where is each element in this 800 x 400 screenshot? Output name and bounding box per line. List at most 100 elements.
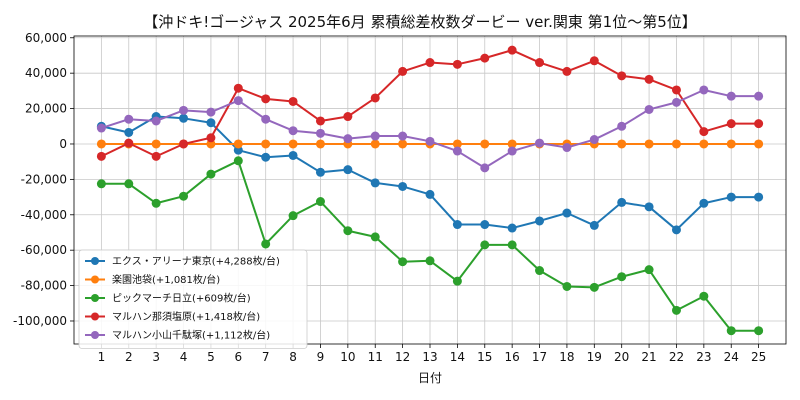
x-tick-label: 6 xyxy=(234,350,242,364)
data-point xyxy=(480,240,490,250)
data-point xyxy=(699,139,709,149)
data-point xyxy=(589,56,599,66)
data-point xyxy=(644,104,654,114)
legend-swatch-marker xyxy=(91,294,99,302)
x-tick-label: 5 xyxy=(207,350,215,364)
data-point xyxy=(507,139,517,149)
data-point xyxy=(699,198,709,208)
data-point xyxy=(206,133,216,143)
x-tick-label: 15 xyxy=(477,350,492,364)
legend-label: エクス・アリーナ東京(+4,288枚/台) xyxy=(112,255,280,268)
x-axis-label: 日付 xyxy=(418,371,442,385)
legend-box xyxy=(78,249,308,349)
data-point xyxy=(480,139,490,149)
data-point xyxy=(452,276,462,286)
data-point xyxy=(233,156,243,166)
x-tick-label: 3 xyxy=(152,350,160,364)
data-point xyxy=(96,123,106,133)
data-point xyxy=(562,281,572,291)
legend-item: エクス・アリーナ東京(+4,288枚/台) xyxy=(85,255,280,268)
legend-label: マルハン小山千駄塚(+1,112枚/台) xyxy=(112,329,270,342)
data-point xyxy=(617,121,627,131)
data-point xyxy=(315,197,325,207)
data-point xyxy=(754,119,764,129)
data-point xyxy=(699,85,709,95)
data-point xyxy=(233,83,243,93)
data-point xyxy=(562,208,572,218)
data-point xyxy=(288,150,298,160)
data-point xyxy=(261,152,271,162)
data-point xyxy=(507,240,517,250)
legend-label: 楽園池袋(+1,081枚/台) xyxy=(112,273,220,286)
legend-swatch-marker xyxy=(91,275,99,284)
data-point xyxy=(726,119,736,129)
y-tick-label: 60,000 xyxy=(25,31,67,45)
legend-item: マルハン那須塩原(+1,418枚/台) xyxy=(85,310,260,323)
x-tick-label: 22 xyxy=(669,350,684,364)
legend-item: マルハン小山千駄塚(+1,112枚/台) xyxy=(85,329,270,342)
data-point xyxy=(507,223,517,233)
data-point xyxy=(535,266,545,276)
data-point xyxy=(535,138,545,148)
x-tick-label: 11 xyxy=(368,350,383,364)
data-point xyxy=(480,163,490,173)
data-point xyxy=(233,96,243,106)
data-point xyxy=(644,265,654,275)
x-tick-label: 16 xyxy=(505,350,520,364)
data-point xyxy=(179,105,189,115)
data-point xyxy=(370,93,380,103)
data-point xyxy=(671,139,681,149)
data-point xyxy=(370,131,380,141)
y-tick-label: -80,000 xyxy=(21,279,67,293)
y-tick-label: 20,000 xyxy=(25,102,67,116)
data-point xyxy=(233,139,243,149)
x-tick-label: 18 xyxy=(559,350,574,364)
chart-title: 【沖ドキ!ゴージャス 2025年6月 累積総差枚数ダービー ver.関東 第1位… xyxy=(143,13,697,31)
data-point xyxy=(315,139,325,149)
x-axis-ticks: 1 2 3 4 5 6 7 8 9 10 11 12 13 14 15 16 17 18 19 20 21 22 23 24 2… xyxy=(98,344,766,364)
data-point xyxy=(507,146,517,156)
data-point xyxy=(425,58,435,68)
legend-item: 楽園池袋(+1,081枚/台) xyxy=(85,273,220,286)
data-point xyxy=(617,139,627,149)
data-point xyxy=(315,167,325,177)
x-tick-label: 25 xyxy=(751,350,766,364)
y-tick-label: 40,000 xyxy=(25,66,67,80)
x-tick-label: 9 xyxy=(317,350,325,364)
data-point xyxy=(96,179,106,189)
y-axis-ticks: 60,000 40,000 20,000 0 -20,000 -40,000 -60,000… xyxy=(13,31,74,328)
legend-swatch-marker xyxy=(91,312,99,321)
x-tick-label: 13 xyxy=(422,350,437,364)
data-point xyxy=(96,139,106,149)
series-4 xyxy=(96,45,764,161)
legend-item: ピックマーチ日立(+609枚/台) xyxy=(85,292,251,305)
data-point xyxy=(562,66,572,76)
data-point xyxy=(562,143,572,153)
data-point xyxy=(370,232,380,242)
data-point xyxy=(452,220,462,230)
data-point xyxy=(261,239,271,249)
data-point xyxy=(754,326,764,336)
x-tick-label: 7 xyxy=(262,350,270,364)
data-point xyxy=(206,139,216,149)
data-point xyxy=(179,191,189,201)
y-tick-label: -100,000 xyxy=(13,314,67,328)
data-point xyxy=(370,178,380,188)
data-point xyxy=(589,220,599,230)
data-point xyxy=(671,225,681,235)
legend-swatch-marker xyxy=(91,257,99,265)
data-point xyxy=(425,189,435,199)
y-tick-label: -60,000 xyxy=(21,243,67,257)
data-point xyxy=(124,114,134,124)
plot-frame xyxy=(73,35,787,345)
data-point xyxy=(315,128,325,138)
series-lines xyxy=(96,45,764,336)
data-point xyxy=(726,326,736,336)
data-point xyxy=(726,139,736,149)
data-point xyxy=(151,198,161,208)
data-point xyxy=(480,53,490,63)
data-point xyxy=(452,139,462,149)
data-point xyxy=(288,126,298,136)
data-point xyxy=(644,202,654,212)
